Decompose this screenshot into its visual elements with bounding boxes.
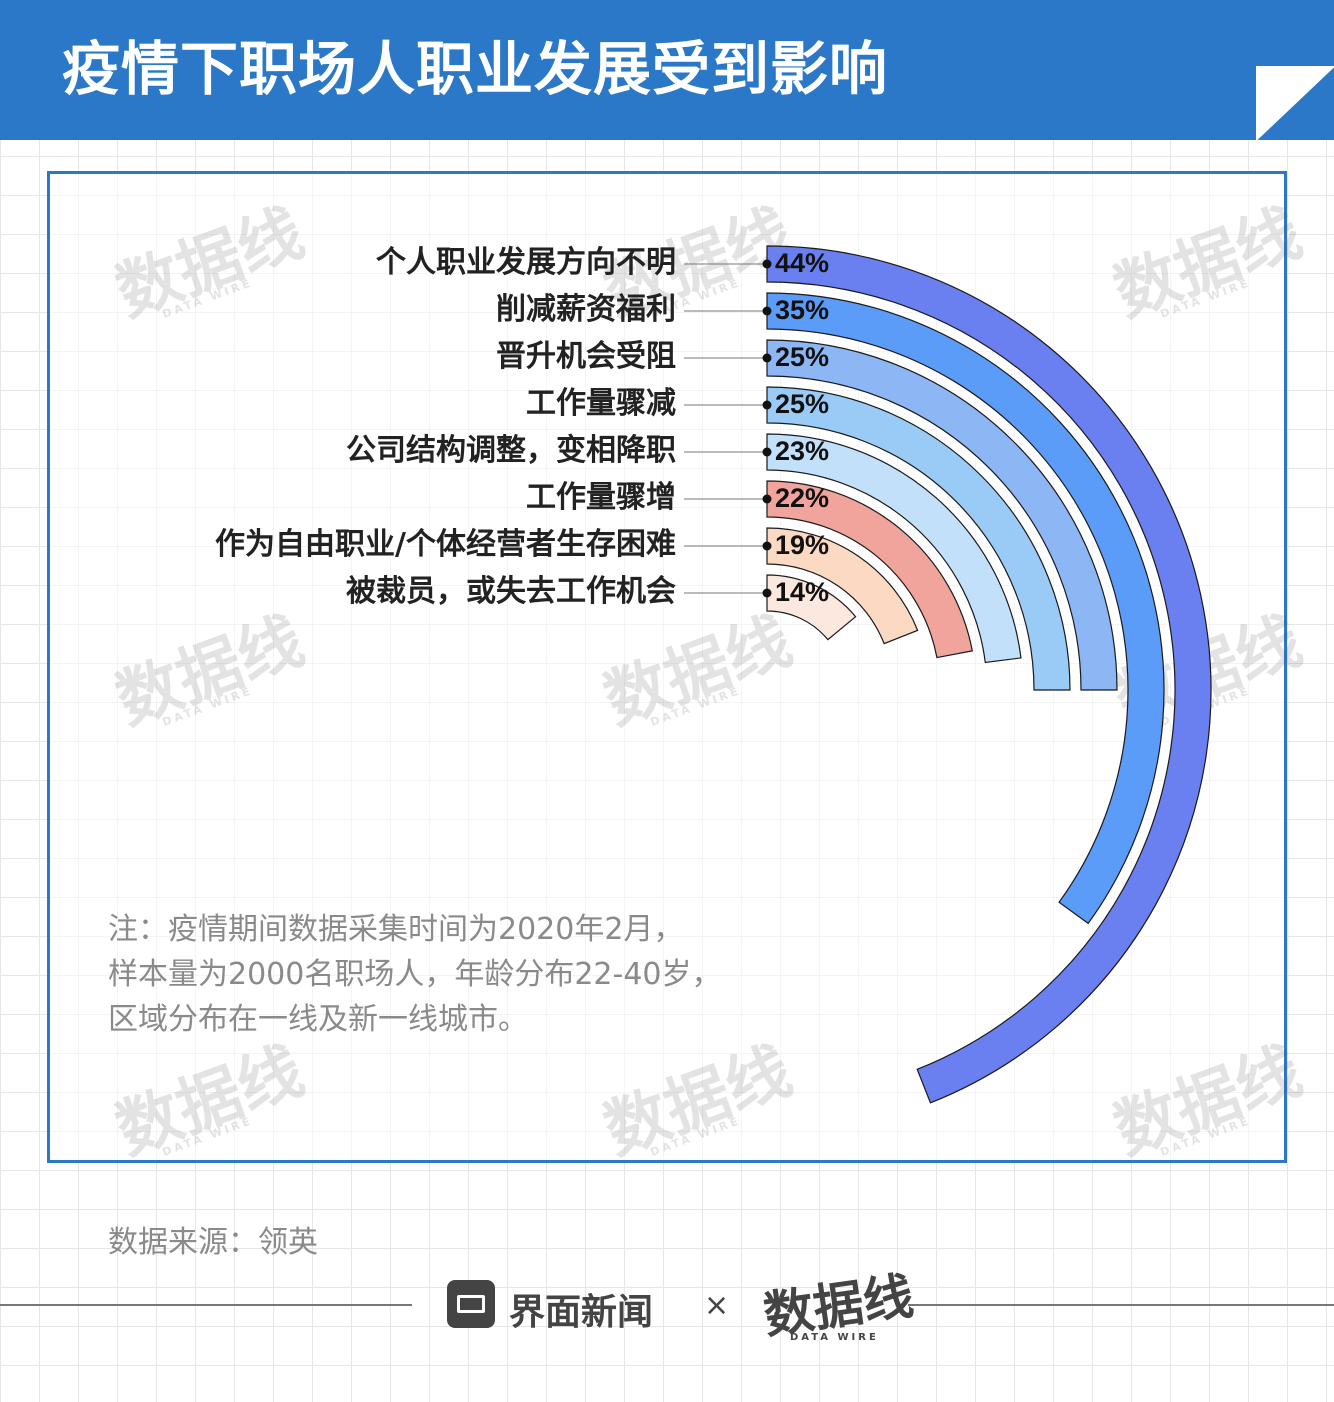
- value-label: 19%: [775, 530, 830, 560]
- header-bar: 疫情下职场人职业发展受到影响: [0, 0, 1334, 140]
- leader-dot: [762, 259, 772, 269]
- value-label: 22%: [775, 483, 830, 513]
- footer-brand: 界面新闻: [509, 1292, 654, 1333]
- value-label: 14%: [775, 577, 830, 607]
- category-label: 公司结构调整，变相降职: [346, 433, 676, 468]
- value-label: 23%: [775, 436, 830, 466]
- leader-dot: [762, 541, 772, 551]
- leader-dot: [762, 447, 772, 457]
- category-label: 工作量骤减: [526, 386, 676, 421]
- chart-note: 注：疫情期间数据采集时间为2020年2月， 样本量为2000名职场人，年龄分布2…: [108, 907, 722, 1042]
- note-line: 样本量为2000名职场人，年龄分布22-40岁，: [108, 957, 722, 992]
- value-label: 35%: [775, 295, 830, 325]
- category-label: 晋升机会受阻: [496, 339, 676, 374]
- note-line: 区域分布在一线及新一线城市。: [108, 1002, 528, 1037]
- value-label: 44%: [775, 248, 830, 278]
- corner-fold-icon: [1256, 66, 1334, 140]
- leader-dot: [762, 306, 772, 316]
- radial-bar: [766, 245, 1212, 1104]
- category-label: 被裁员，或失去工作机会: [346, 574, 676, 609]
- note-line: 注：疫情期间数据采集时间为2020年2月，: [108, 912, 684, 947]
- radial-bar: [766, 433, 1022, 664]
- radial-bar: [766, 386, 1071, 691]
- footer-separator: ×: [704, 1288, 730, 1323]
- radial-bar: [766, 527, 919, 645]
- leader-dot: [762, 400, 772, 410]
- page-title: 疫情下职场人职业发展受到影响: [62, 35, 889, 103]
- datawire-logo-sub: DATA WIRE: [790, 1332, 879, 1343]
- radial-bar: [766, 339, 1118, 691]
- leader-dot: [762, 588, 772, 598]
- radial-bar: [766, 292, 1165, 925]
- radial-bar: [766, 574, 857, 641]
- footer-divider: [0, 1304, 412, 1306]
- data-source: 数据来源：领英: [108, 1225, 318, 1260]
- footer-divider: [908, 1304, 1334, 1306]
- leader-dot: [762, 353, 772, 363]
- category-label: 削减薪资福利: [496, 292, 676, 327]
- category-label: 工作量骤增: [526, 480, 676, 515]
- value-label: 25%: [775, 342, 830, 372]
- category-label: 个人职业发展方向不明: [376, 245, 676, 280]
- jiemian-logo-icon: [447, 1280, 495, 1328]
- category-label: 作为自由职业/个体经营者生存困难: [215, 527, 676, 562]
- leader-dot: [762, 494, 772, 504]
- value-label: 25%: [775, 389, 830, 419]
- radial-bar: [766, 480, 974, 659]
